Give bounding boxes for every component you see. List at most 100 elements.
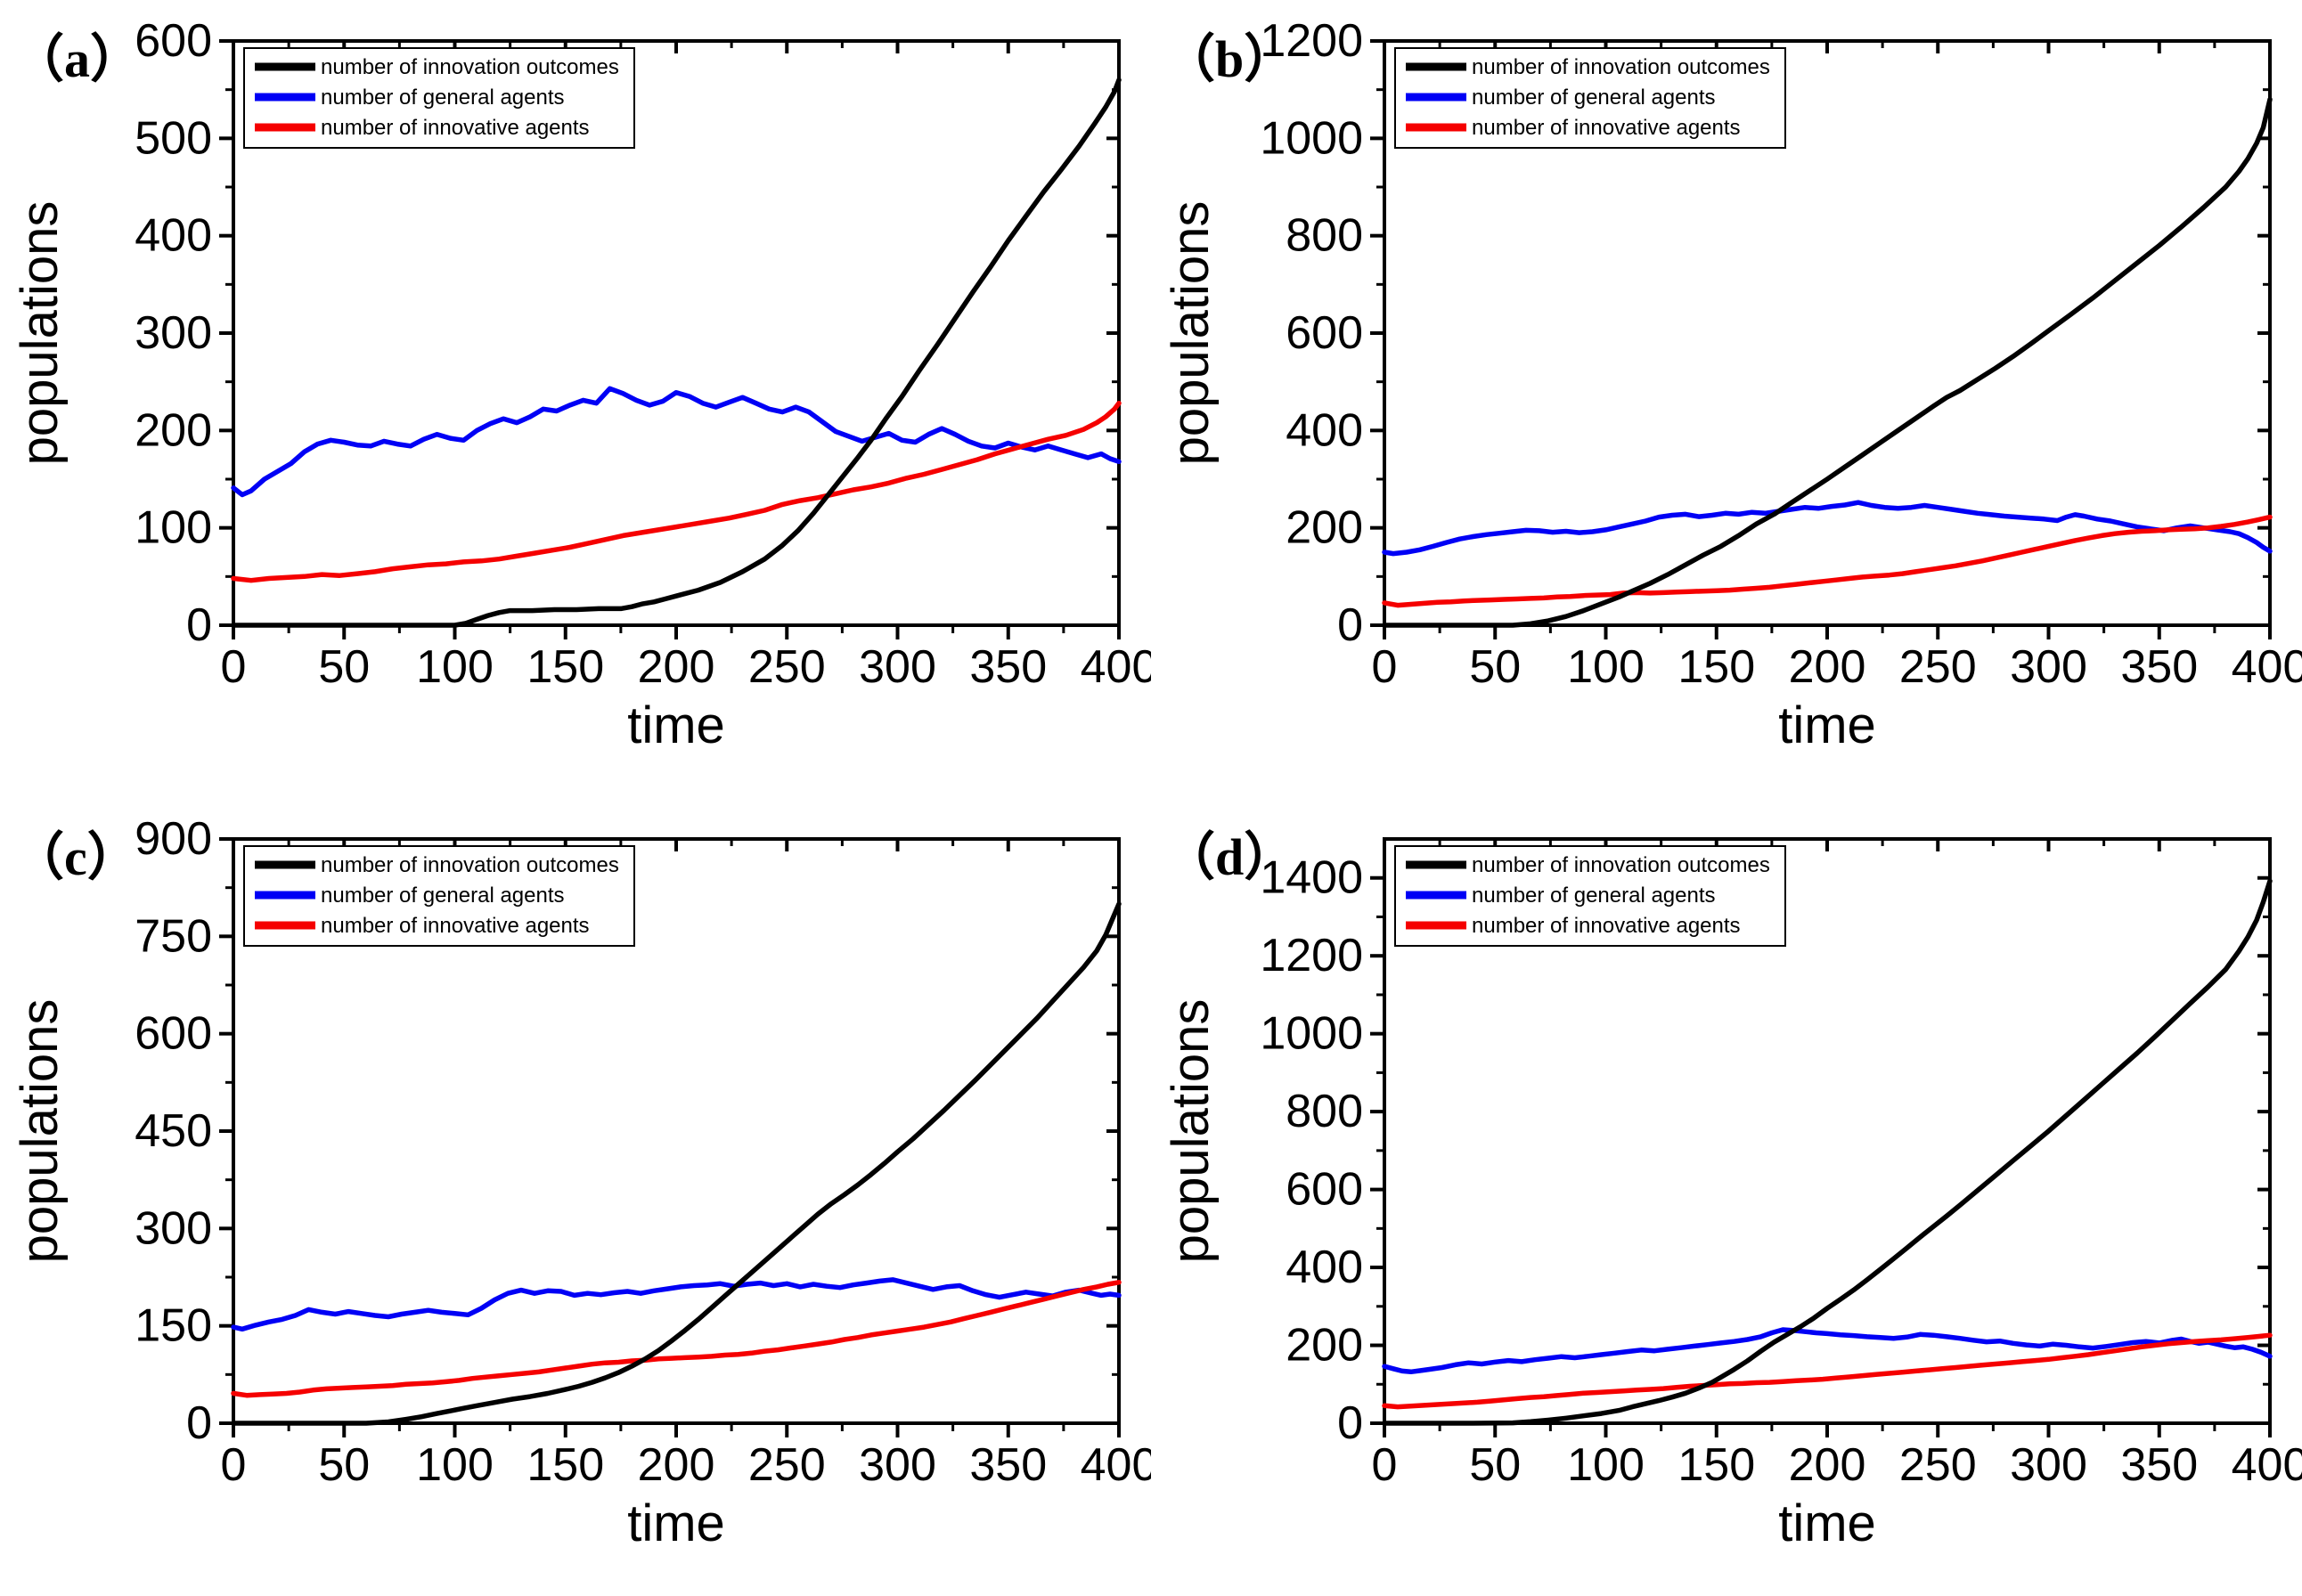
series-line-general-agents (231, 386, 1122, 498)
axis-ticks: 0 50 100 150 200 250 300 350 400 0 200 400 600 800 100… (1260, 15, 2302, 693)
y-tick-label: 400 (1286, 1242, 1363, 1293)
legend-item-label: number of general agents (321, 86, 565, 110)
y-tick-label: 1200 (1260, 930, 1363, 981)
y-tick-label: 400 (135, 210, 212, 262)
x-tick-label: 50 (1469, 1439, 1521, 1491)
series-lines (231, 901, 1122, 1426)
legend: number of innovation outcomes number of g… (1394, 47, 1786, 149)
x-axis-title: time (627, 696, 725, 754)
y-tick-label: 200 (135, 404, 212, 456)
x-tick-label: 150 (527, 1439, 604, 1491)
x-tick-label: 100 (416, 1439, 494, 1491)
x-tick-label: 200 (1789, 1439, 1866, 1491)
legend-item-label: number of general agents (1472, 884, 1716, 908)
x-tick-label: 150 (1678, 1439, 1755, 1491)
y-tick-label: 1000 (1260, 1008, 1363, 1060)
y-tick-label: 600 (1286, 307, 1363, 359)
x-tick-label: 150 (527, 641, 604, 693)
legend-item-label: number of innovative agents (1472, 914, 1741, 938)
y-tick-label: 100 (135, 502, 212, 554)
y-tick-label: 800 (1286, 210, 1363, 262)
y-axis-title: populations (1162, 201, 1220, 466)
x-tick-label: 0 (221, 1439, 247, 1491)
y-tick-label: 900 (135, 813, 212, 865)
x-tick-label: 250 (748, 641, 826, 693)
panel-c: （c） 0 50 100 150 200 250 300 350 400 0 150 300 450 600… (0, 798, 1151, 1596)
y-tick-label: 750 (135, 910, 212, 962)
legend-item-label: number of innovation outcomes (321, 853, 619, 877)
chart-（b）: （b） 0 50 100 150 200 250 300 350 400 0 200 400 600 800… (1162, 15, 2302, 754)
x-tick-label: 250 (1899, 641, 1977, 693)
legend-item-label: number of innovative agents (321, 914, 590, 938)
y-tick-label: 0 (1337, 1397, 1363, 1449)
series-line-innovation-outcomes (1382, 878, 2273, 1426)
x-tick-label: 50 (318, 1439, 370, 1491)
series-line-innovative-agents (231, 400, 1122, 583)
y-tick-label: 150 (135, 1300, 212, 1352)
x-tick-label: 0 (1372, 641, 1398, 693)
x-tick-label: 100 (1567, 1439, 1645, 1491)
panel-corner-label: （d） (1163, 828, 1295, 886)
legend: number of innovation outcomes number of g… (1394, 845, 1786, 947)
x-tick-label: 100 (416, 641, 494, 693)
axis-ticks: 0 50 100 150 200 250 300 350 400 0 200 400 600 800 100… (1260, 839, 2302, 1491)
panel-b: （b） 0 50 100 150 200 250 300 350 400 0 200 400 600 800… (1151, 0, 2302, 798)
y-tick-label: 200 (1286, 1320, 1363, 1372)
chart-（a）: （a） 0 50 100 150 200 250 300 350 400 0 100 200 300 400… (11, 15, 1151, 754)
y-tick-label: 1000 (1260, 112, 1363, 164)
x-tick-label: 300 (2010, 1439, 2087, 1491)
legend-item-label: number of innovation outcomes (1472, 853, 1770, 877)
y-tick-label: 0 (186, 599, 212, 651)
x-axis-title: time (1778, 696, 1876, 754)
series-line-innovative-agents (1382, 514, 2273, 608)
x-tick-label: 400 (2232, 641, 2302, 693)
panel-a: （a） 0 50 100 150 200 250 300 350 400 0 100 200 300 400… (0, 0, 1151, 798)
x-tick-label: 250 (748, 1439, 826, 1491)
y-axis-title: populations (11, 999, 69, 1264)
legend-item-label: number of general agents (1472, 86, 1716, 110)
x-tick-label: 350 (2120, 1439, 2198, 1491)
x-tick-label: 350 (2120, 641, 2198, 693)
x-tick-label: 400 (1081, 1439, 1151, 1491)
x-tick-label: 150 (1678, 641, 1755, 693)
y-tick-label: 0 (186, 1397, 212, 1449)
x-tick-label: 50 (1469, 641, 1521, 693)
x-tick-label: 300 (859, 1439, 936, 1491)
series-line-innovation-outcomes (231, 901, 1122, 1426)
y-tick-label: 600 (135, 15, 212, 67)
x-tick-label: 250 (1899, 1439, 1977, 1491)
x-tick-label: 400 (1081, 641, 1151, 693)
series-line-innovative-agents (1382, 1332, 2273, 1410)
x-tick-label: 0 (221, 641, 247, 693)
y-tick-label: 400 (1286, 404, 1363, 456)
x-tick-label: 200 (638, 641, 715, 693)
legend-item-label: number of innovative agents (1472, 116, 1741, 140)
legend-item-label: number of innovation outcomes (321, 55, 619, 79)
series-lines (1382, 96, 2273, 628)
legend-item-label: number of innovation outcomes (1472, 55, 1770, 79)
series-line-innovation-outcomes (231, 77, 1122, 628)
x-tick-label: 350 (969, 1439, 1047, 1491)
legend: number of innovation outcomes number of g… (243, 47, 635, 149)
y-tick-label: 450 (135, 1105, 212, 1157)
panel-corner-label: （c） (12, 828, 139, 886)
axis-ticks: 0 50 100 150 200 250 300 350 400 0 150 300 450 600 750… (135, 813, 1151, 1491)
series-lines (1382, 878, 2273, 1426)
x-tick-label: 100 (1567, 641, 1645, 693)
legend-item-label: number of innovative agents (321, 116, 590, 140)
x-axis-title: time (1778, 1494, 1876, 1552)
series-lines (231, 77, 1122, 628)
chart-（d）: （d） 0 50 100 150 200 250 300 350 400 0 200 400 600 800… (1162, 828, 2302, 1552)
x-tick-label: 300 (2010, 641, 2087, 693)
series-line-innovative-agents (231, 1280, 1122, 1398)
x-tick-label: 400 (2232, 1439, 2302, 1491)
series-line-general-agents (231, 1277, 1122, 1332)
y-tick-label: 200 (1286, 502, 1363, 554)
x-axis-title: time (627, 1494, 725, 1552)
x-tick-label: 300 (859, 641, 936, 693)
y-axis-title: populations (1162, 999, 1220, 1264)
x-tick-label: 50 (318, 641, 370, 693)
panel-corner-label: （a） (12, 30, 142, 88)
x-tick-label: 350 (969, 641, 1047, 693)
